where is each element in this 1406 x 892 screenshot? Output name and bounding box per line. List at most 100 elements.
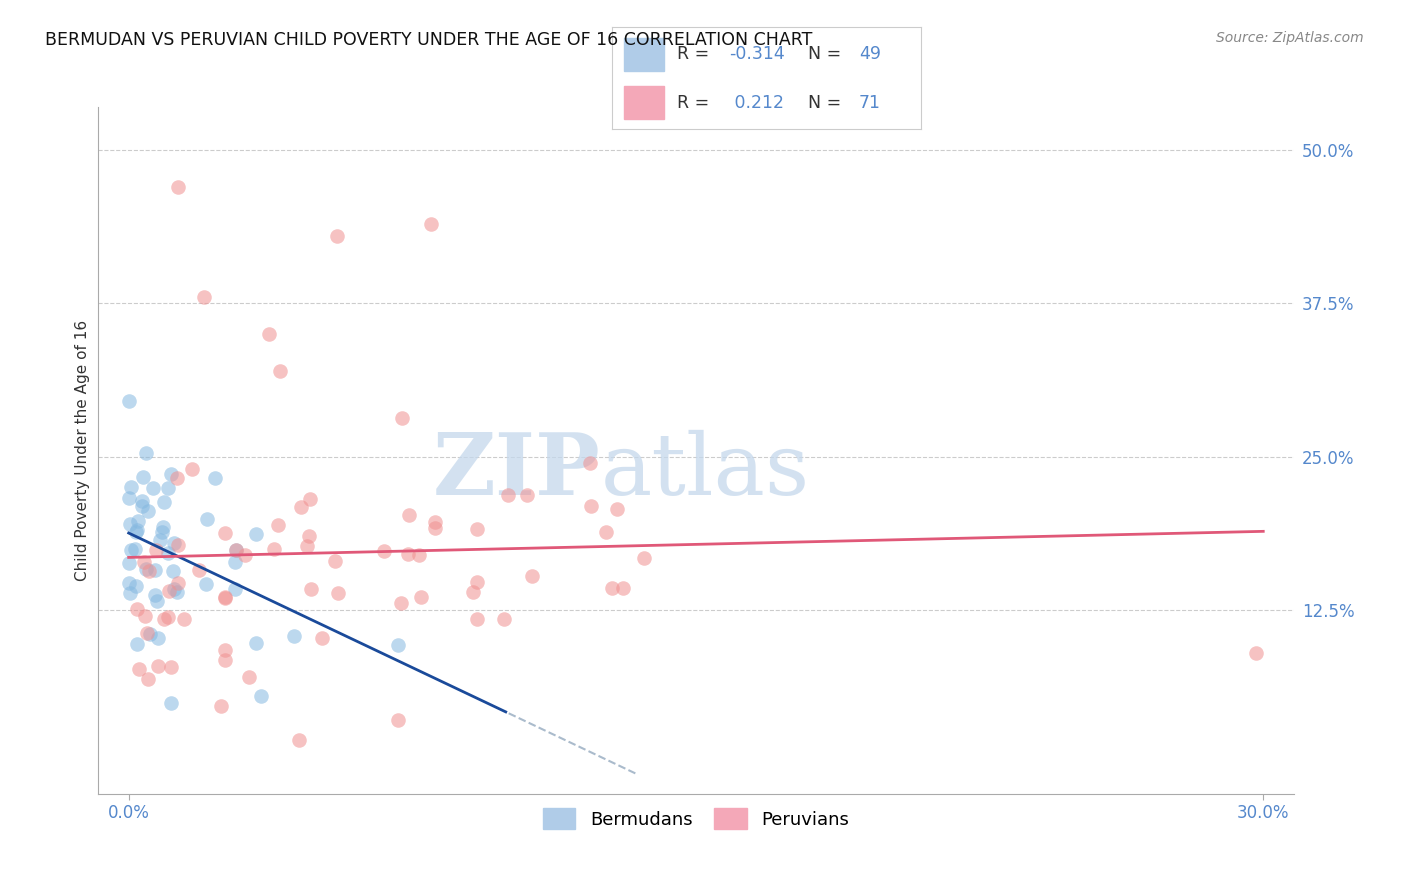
Bermudans <box>149 533 172 548</box>
Peruvians <box>298 529 321 543</box>
Bermudans <box>163 582 186 596</box>
Peruvians <box>600 581 623 595</box>
Peruvians <box>295 539 318 553</box>
Bermudans <box>150 525 173 540</box>
Peruvians <box>425 521 447 535</box>
Bermudans <box>124 579 146 593</box>
Peruvians <box>409 590 432 604</box>
Peruvians <box>595 525 617 540</box>
Peruvians <box>299 491 322 506</box>
Peruvians <box>167 538 190 552</box>
Bermudans <box>132 470 155 484</box>
Peruvians <box>311 631 333 645</box>
Bermudans <box>118 556 141 570</box>
Peruvians <box>612 582 634 596</box>
Text: N =: N = <box>797 94 846 112</box>
Peruvians <box>299 582 322 596</box>
Text: R =: R = <box>676 94 714 112</box>
Peruvians <box>323 554 346 568</box>
Bermudans <box>131 500 153 514</box>
Peruvians <box>257 326 280 341</box>
Peruvians <box>465 612 488 626</box>
Peruvians <box>136 626 159 640</box>
Bermudans <box>142 481 165 495</box>
Text: N =: N = <box>797 45 846 63</box>
Text: Source: ZipAtlas.com: Source: ZipAtlas.com <box>1216 31 1364 45</box>
Bermudans <box>156 481 179 495</box>
Peruvians <box>193 290 215 304</box>
Bermudans <box>146 631 169 645</box>
Peruvians <box>153 612 176 626</box>
Peruvians <box>325 228 347 243</box>
Peruvians <box>148 658 170 673</box>
Peruvians <box>125 602 148 616</box>
Bermudans <box>152 520 174 534</box>
Peruvians <box>461 585 484 599</box>
Peruvians <box>391 411 413 425</box>
Peruvians <box>157 583 180 598</box>
Peruvians <box>134 609 156 624</box>
Peruvians <box>214 591 236 605</box>
Peruvians <box>138 564 160 578</box>
Bermudans <box>245 526 267 541</box>
Peruvians <box>373 544 395 558</box>
Bermudans <box>120 542 142 557</box>
Peruvians <box>225 543 247 558</box>
Legend: Bermudans, Peruvians: Bermudans, Peruvians <box>536 801 856 837</box>
Bermudans <box>135 446 157 460</box>
Peruvians <box>166 470 188 484</box>
Text: R =: R = <box>676 45 714 63</box>
Peruvians <box>266 518 288 533</box>
Bermudans <box>120 480 142 494</box>
Bermudans <box>283 629 305 643</box>
Bermudans <box>160 696 183 710</box>
Peruvians <box>290 500 312 514</box>
Bermudans <box>143 563 166 577</box>
Peruvians <box>579 456 602 470</box>
Text: 49: 49 <box>859 45 882 63</box>
Bermudans <box>127 514 149 528</box>
Peruvians <box>166 179 188 194</box>
Bermudans <box>135 562 157 576</box>
Bermudans <box>250 689 273 703</box>
Text: 0.212: 0.212 <box>730 94 785 112</box>
Bermudans <box>160 467 183 481</box>
Peruvians <box>1244 646 1267 660</box>
Bermudans <box>194 577 217 591</box>
Peruvians <box>128 662 150 676</box>
Peruvians <box>173 612 195 626</box>
Bermudans <box>131 494 153 508</box>
Bermudans <box>195 512 218 526</box>
Bermudans <box>224 555 246 569</box>
Peruvians <box>156 610 179 624</box>
Bermudans <box>146 594 169 608</box>
Peruvians <box>132 555 155 569</box>
Bermudans <box>118 576 141 591</box>
Peruvians <box>214 642 236 657</box>
Peruvians <box>465 574 488 589</box>
Bermudans <box>224 582 246 596</box>
Peruvians <box>423 515 446 529</box>
Peruvians <box>633 551 655 566</box>
Bermudans <box>125 524 148 539</box>
Peruvians <box>520 569 543 583</box>
Text: -0.314: -0.314 <box>730 45 785 63</box>
Peruvians <box>233 548 256 562</box>
FancyBboxPatch shape <box>624 38 664 70</box>
Peruvians <box>214 591 236 605</box>
Bermudans <box>245 636 267 650</box>
Text: BERMUDAN VS PERUVIAN CHILD POVERTY UNDER THE AGE OF 16 CORRELATION CHART: BERMUDAN VS PERUVIAN CHILD POVERTY UNDER… <box>45 31 813 49</box>
Peruvians <box>496 488 519 502</box>
Text: atlas: atlas <box>600 429 810 513</box>
Bermudans <box>387 638 409 652</box>
Bermudans <box>118 516 141 531</box>
Peruvians <box>396 547 419 561</box>
Peruvians <box>160 659 183 673</box>
Peruvians <box>579 499 602 513</box>
Peruvians <box>288 733 311 747</box>
Peruvians <box>181 462 204 476</box>
Peruvians <box>492 612 515 626</box>
Peruvians <box>465 522 488 536</box>
Peruvians <box>214 653 236 667</box>
Bermudans <box>163 536 186 550</box>
